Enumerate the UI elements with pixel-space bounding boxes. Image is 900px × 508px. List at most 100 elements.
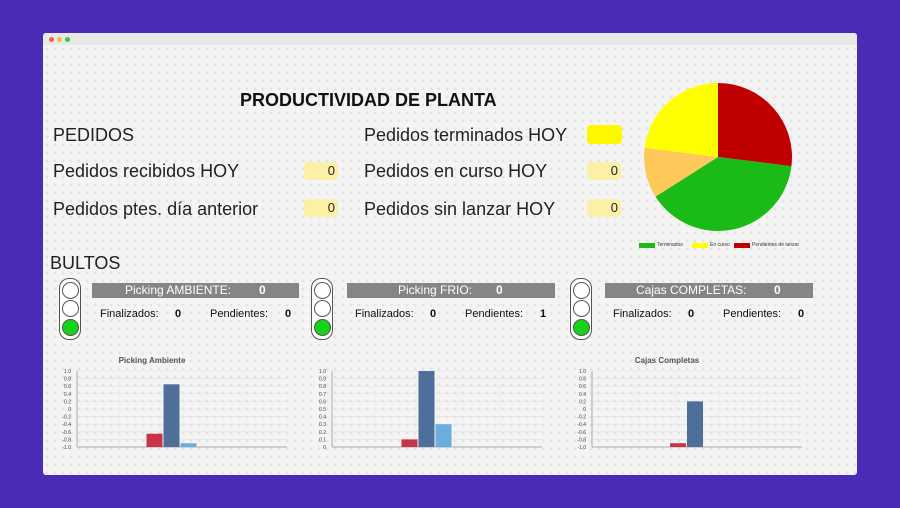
y-tick-label: 0.6: [579, 384, 586, 390]
pedidos-pie-chart: [644, 83, 792, 232]
cajas-fin-label: Finalizados:: [613, 308, 672, 320]
y-tick-label: -1.0: [577, 445, 586, 451]
bar: [180, 443, 197, 447]
ptes-value: 0: [304, 199, 338, 217]
sin-lanzar-value: 0: [587, 199, 621, 217]
picking-frio-chart: 1.0 0.90.8 0.70.6 0.5 0.40.3 0.20.1 0: [319, 369, 542, 451]
y-tick-label: 1.0: [64, 369, 71, 375]
traffic-bulb-red: [62, 282, 79, 299]
traffic-bulb-green: [314, 319, 331, 336]
page-title: PRODUCTIVIDAD DE PLANTA: [240, 90, 497, 110]
y-tick-label: -0.2: [62, 415, 71, 421]
window-titlebar: [43, 33, 857, 45]
ambiente-pen-label: Pendientes:: [210, 308, 269, 320]
y-tick-label: 0.2: [579, 399, 586, 405]
frio-fin-label: Finalizados:: [355, 308, 414, 320]
y-tick-label: -1.0: [62, 445, 71, 451]
y-tick-label: 0.7: [319, 392, 326, 398]
y-tick-label: -0.6: [577, 430, 586, 436]
pie-slice-pendientes-de-lanzar: [718, 83, 792, 167]
y-tick-label: 0.1: [319, 437, 326, 443]
y-tick-label: 0.6: [64, 384, 71, 390]
y-tick-label: 0.6: [319, 399, 326, 405]
cajas-pen-value: 0: [798, 308, 805, 320]
y-tick-label: 0: [583, 407, 586, 413]
frio-pen-value: 1: [540, 308, 547, 320]
ambiente-fin-label: Finalizados:: [100, 308, 159, 320]
pie-legend: Terminados En curso Pendientes de lanzar: [639, 240, 819, 252]
pie-slice-en-curso: [644, 83, 718, 157]
bultos-section-label: BULTOS: [50, 253, 121, 273]
ambiente-header: Picking AMBIENTE: 0: [92, 283, 299, 298]
traffic-bulb-yellow: [62, 300, 79, 317]
picking-ambiente-chart: Picking Ambiente 1.0 0.80.6 0.40.2 0 -0.2-0.4…: [62, 356, 287, 451]
legend-swatch-en-curso: [692, 243, 708, 248]
frio-header: Picking FRIO: 0: [347, 283, 555, 298]
traffic-bulb-green: [573, 319, 590, 336]
y-tick-label: -0.8: [577, 437, 586, 443]
y-tick-label: 0.4: [319, 415, 326, 421]
ptes-label: Pedidos ptes. día anterior: [53, 199, 259, 219]
sin-lanzar-label: Pedidos sin lanzar HOY: [364, 199, 556, 219]
recibidos-label: Pedidos recibidos HOY: [53, 161, 240, 181]
bar: [418, 371, 435, 447]
y-tick-label: -0.2: [577, 415, 586, 421]
cajas-completas-chart: Cajas Completas 1.0 0.80.6 0.40.2 0 -0.2-0.4 -…: [577, 356, 802, 451]
pie-slice-terminados: [655, 157, 792, 232]
y-tick-label: 0.8: [579, 377, 586, 383]
ambiente-total: 0: [259, 283, 266, 297]
traffic-bulb-red: [573, 282, 590, 299]
y-tick-label: 0: [323, 445, 326, 451]
y-tick-label: 0.4: [64, 392, 71, 398]
bar: [670, 443, 686, 447]
cajas-fin-value: 0: [688, 308, 695, 320]
y-tick-label: 0.2: [319, 430, 326, 436]
frio-pen-label: Pendientes:: [465, 308, 524, 320]
bar: [146, 433, 163, 447]
en-curso-value: 0: [587, 162, 621, 180]
traffic-bulb-yellow: [573, 300, 590, 317]
ambiente-pen-value: 0: [285, 308, 292, 320]
legend-label-pendientes: Pendientes de lanzar: [752, 242, 799, 248]
y-tick-label: 1.0: [319, 369, 326, 375]
en-curso-label: Pedidos en curso HOY: [364, 161, 548, 181]
y-tick-label: 0.2: [64, 399, 71, 405]
bar: [435, 424, 452, 447]
frio-total: 0: [496, 283, 503, 297]
frio-fin-value: 0: [430, 308, 437, 320]
legend-swatch-terminados: [639, 243, 655, 248]
traffic-light-ambiente: [59, 278, 81, 340]
terminados-value: [587, 125, 622, 144]
chart-title: Picking Ambiente: [119, 356, 186, 365]
frio-header-label: Picking FRIO:: [398, 283, 473, 297]
traffic-light-frio: [311, 278, 333, 340]
app-window: PRODUCTIVIDAD DE PLANTA PEDIDOS Pedidos …: [43, 33, 857, 475]
y-tick-label: -0.4: [577, 422, 586, 428]
ambiente-header-label: Picking AMBIENTE:: [125, 283, 232, 297]
traffic-bulb-yellow: [314, 300, 331, 317]
minimize-window-icon[interactable]: [57, 37, 62, 42]
y-tick-label: 0.9: [319, 377, 326, 383]
close-window-icon[interactable]: [49, 37, 54, 42]
y-tick-label: 1.0: [579, 369, 586, 375]
ambiente-fin-value: 0: [175, 308, 182, 320]
y-tick-label: 0.8: [64, 377, 71, 383]
cajas-total: 0: [774, 283, 781, 297]
y-tick-label: 0.5: [319, 407, 326, 413]
cajas-header: Cajas COMPLETAS: 0: [605, 283, 813, 298]
y-tick-label: -0.4: [62, 422, 71, 428]
bar: [401, 439, 418, 447]
y-tick-label: -0.8: [62, 437, 71, 443]
y-tick-label: 0.3: [319, 422, 326, 428]
bar: [163, 384, 180, 447]
maximize-window-icon[interactable]: [65, 37, 70, 42]
legend-swatch-pendientes: [734, 243, 750, 248]
recibidos-value: 0: [304, 162, 338, 180]
traffic-bulb-green: [62, 319, 79, 336]
cajas-pen-label: Pendientes:: [723, 308, 782, 320]
traffic-bulb-red: [314, 282, 331, 299]
y-tick-label: 0.8: [319, 384, 326, 390]
pedidos-section-label: PEDIDOS: [53, 125, 135, 145]
traffic-light-cajas: [570, 278, 592, 340]
legend-label-terminados: Terminados: [657, 242, 683, 248]
